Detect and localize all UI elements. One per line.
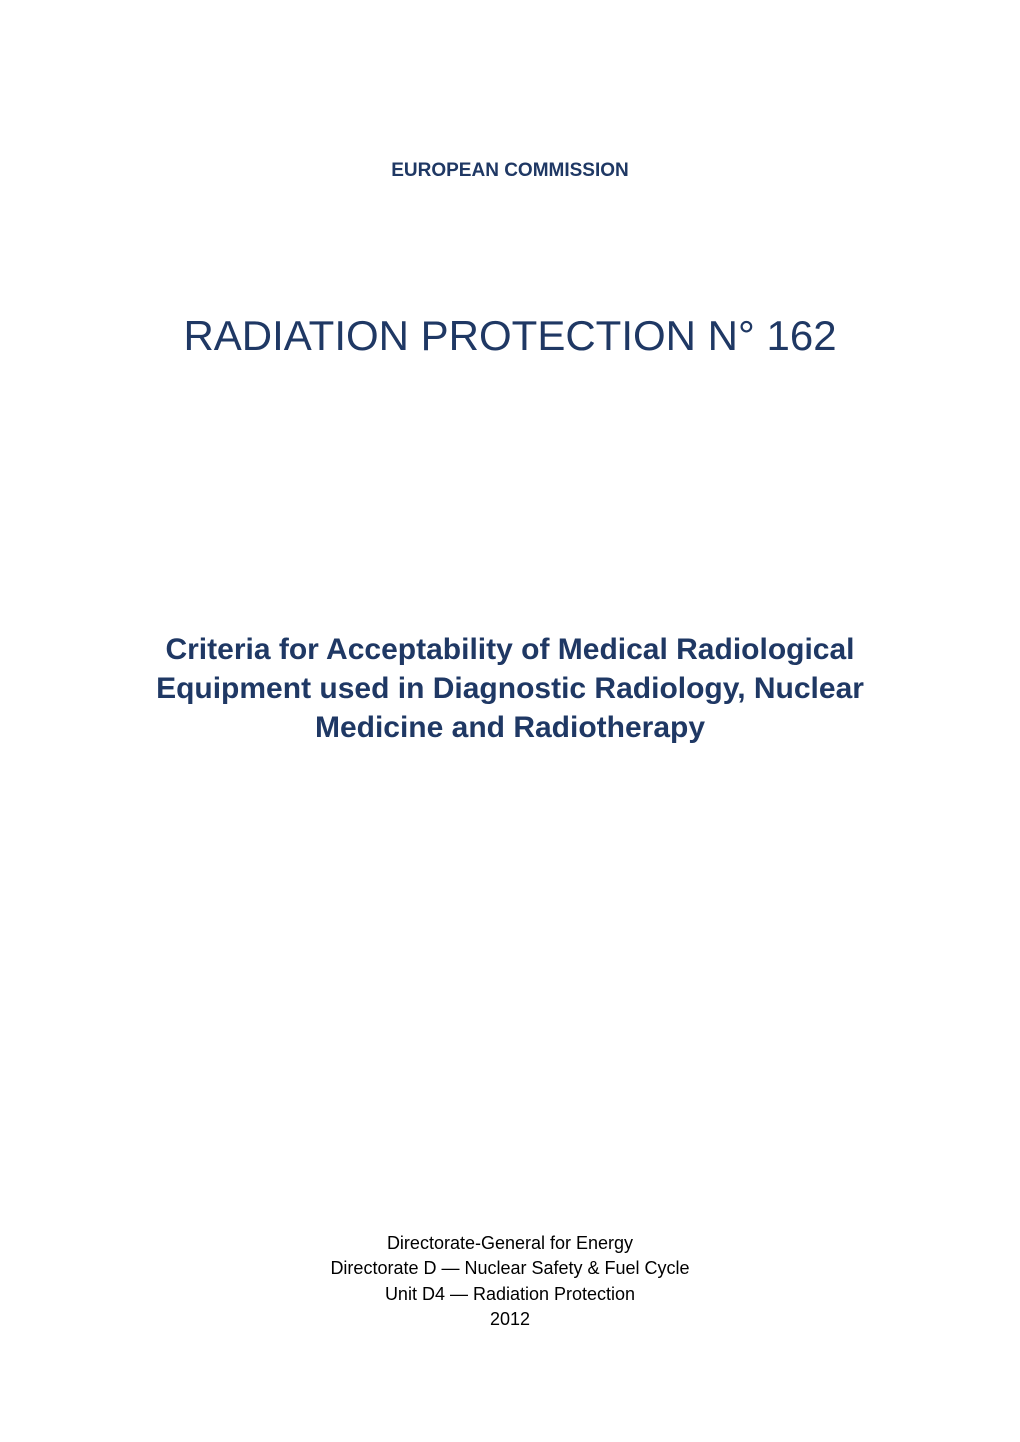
publication-subtitle: Criteria for Acceptability of Medical Ra… — [100, 630, 920, 747]
document-page: EUROPEAN COMMISSION RADIATION PROTECTION… — [0, 0, 1020, 1442]
footer-line-4: 2012 — [0, 1307, 1020, 1332]
footer-line-2: Directorate D — Nuclear Safety & Fuel Cy… — [0, 1256, 1020, 1281]
publication-title: RADIATION PROTECTION N° 162 — [183, 312, 836, 360]
commission-header: EUROPEAN COMMISSION — [391, 160, 629, 182]
footer-line-3: Unit D4 — Radiation Protection — [0, 1282, 1020, 1307]
footer-line-1: Directorate-General for Energy — [0, 1231, 1020, 1256]
publication-footer: Directorate-General for Energy Directora… — [0, 1231, 1020, 1332]
